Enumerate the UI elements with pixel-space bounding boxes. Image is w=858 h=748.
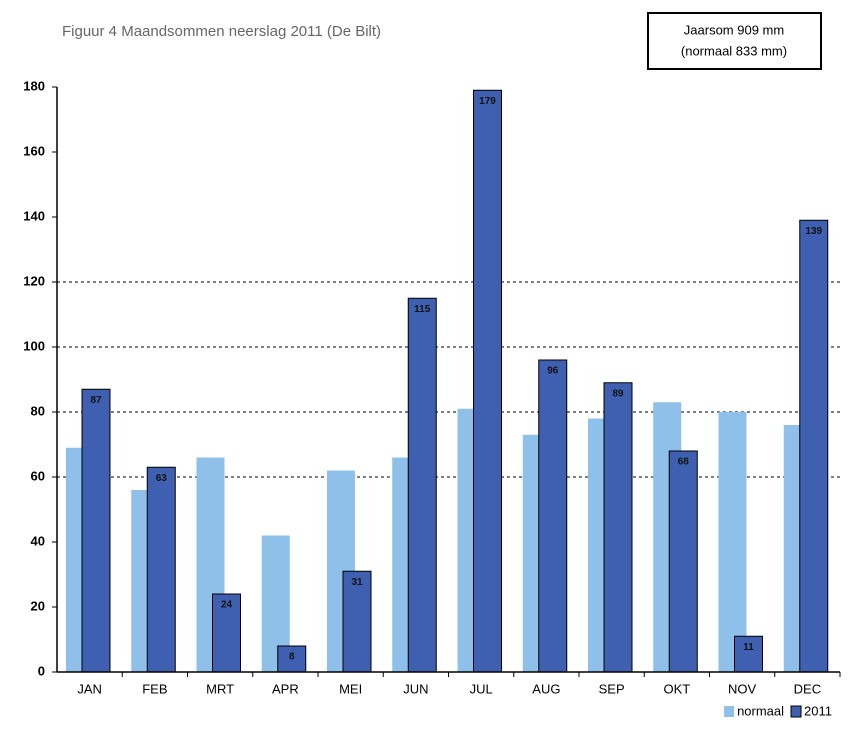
- bar: [81, 388, 111, 673]
- value-label: 139: [805, 226, 822, 237]
- y-tick-label: 160: [23, 143, 45, 158]
- bar: [718, 412, 747, 672]
- x-tick-label: JAN: [77, 681, 102, 696]
- value-label: 96: [547, 366, 559, 377]
- y-tick-label: 40: [31, 533, 45, 548]
- y-tick-label: 80: [31, 403, 45, 418]
- x-tick-label: JUL: [470, 681, 493, 696]
- x-tick-label: OKT: [664, 681, 691, 696]
- value-label: 115: [414, 304, 431, 315]
- value-label: 89: [612, 388, 624, 399]
- annotation-box: [647, 12, 822, 70]
- x-tick-label: SEP: [599, 681, 625, 696]
- value-label: 11: [743, 642, 754, 653]
- legend-swatch: [790, 705, 802, 718]
- value-label: 24: [221, 600, 233, 611]
- legend-label: normaal: [737, 703, 784, 718]
- x-tick-label: DEC: [794, 681, 821, 696]
- bar: [538, 359, 568, 673]
- y-tick-label: 0: [38, 663, 45, 678]
- bar: [668, 450, 698, 673]
- annotation: (normaal 833 mm): [681, 43, 787, 58]
- annotation: Jaarsom 909 mm: [684, 22, 784, 37]
- bar: [342, 570, 372, 673]
- bar: [799, 219, 829, 673]
- bar: [603, 382, 633, 673]
- chart-title: Figuur 4 Maandsommen neerslag 2011 (De B…: [62, 23, 381, 40]
- value-label: 68: [678, 457, 690, 468]
- y-tick-label: 140: [23, 208, 45, 223]
- x-tick-label: NOV: [728, 681, 757, 696]
- value-label: 63: [156, 473, 168, 484]
- bar: [277, 645, 307, 673]
- x-tick-label: FEB: [142, 681, 167, 696]
- bar: [407, 297, 437, 673]
- bar: [734, 635, 763, 673]
- value-label: 179: [479, 96, 496, 107]
- x-tick-label: APR: [272, 681, 299, 696]
- value-label: 87: [90, 395, 102, 406]
- x-tick-label: JUN: [403, 681, 428, 696]
- x-tick-label: MEI: [339, 681, 362, 696]
- legend-label: 2011: [804, 703, 832, 718]
- bar: [212, 593, 241, 673]
- x-tick-label: AUG: [532, 681, 560, 696]
- value-label: 31: [351, 577, 363, 588]
- y-tick-label: 180: [23, 78, 45, 93]
- legend-swatch: [724, 706, 735, 717]
- y-tick-label: 60: [31, 468, 45, 483]
- y-tick-label: 120: [23, 273, 45, 288]
- bar: [146, 466, 176, 673]
- y-tick-label: 20: [31, 598, 45, 613]
- bar: [473, 89, 502, 673]
- y-tick-label: 100: [23, 338, 45, 353]
- value-label: 8: [289, 652, 295, 663]
- x-tick-label: MRT: [206, 681, 234, 696]
